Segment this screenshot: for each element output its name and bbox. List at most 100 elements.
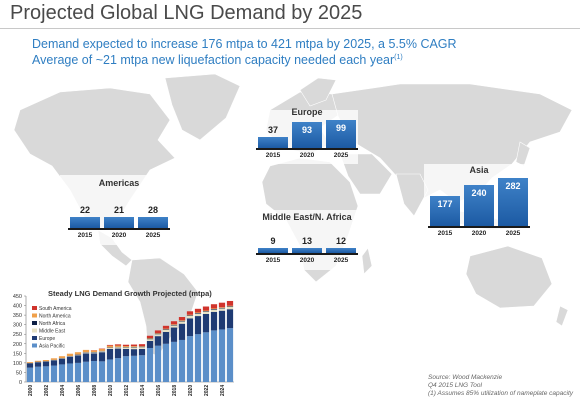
bar-middle-east-2021 [194, 313, 202, 317]
bar-asia-pacific-2000 [26, 367, 34, 382]
bar-north-africa-2014 [138, 346, 146, 348]
x-tick-label: 2000 [28, 385, 34, 396]
bar-asia-pacific-2009 [98, 361, 106, 382]
x-tick-label: 2006 [76, 385, 82, 396]
bar-south-america-2015 [146, 335, 154, 339]
bar-asia-pacific-2010 [106, 359, 114, 382]
bar-north-africa-2016 [154, 333, 162, 335]
bar-asia-pacific-2013 [130, 355, 138, 382]
region-year-middle-east-n-africa-2025: 2025 [333, 257, 349, 264]
bar-north-america-2013 [130, 346, 138, 347]
bar-north-america-2008 [90, 350, 98, 352]
region-title-middle-east-n-africa: Middle East/N. Africa [262, 212, 352, 222]
bar-europe-2023 [210, 311, 218, 331]
legend-swatch [32, 321, 37, 325]
bar-south-america-2020 [186, 311, 194, 315]
bar-asia-pacific-2011 [114, 358, 122, 382]
bar-asia-pacific-2004 [58, 364, 66, 382]
x-tick-label: 2018 [172, 385, 178, 396]
region-bar-middle-east-n-africa-2015 [258, 248, 288, 253]
region-year-europe-2025: 2025 [333, 152, 349, 159]
region-bar-europe-2025 [326, 120, 356, 148]
bar-middle-east-2018 [170, 325, 178, 328]
bar-asia-pacific-2003 [50, 365, 58, 382]
region-bar-europe-2020 [292, 121, 322, 148]
bar-asia-pacific-2014 [138, 355, 146, 382]
stacked-demand-chart: 0 50 100 150 200 250 300 350 400 450 2000 2002 2004 2… [13, 294, 234, 396]
region-year-americas-2015: 2015 [77, 232, 93, 239]
bar-north-america-2007 [82, 349, 90, 353]
bar-asia-pacific-2016 [154, 345, 162, 382]
bar-europe-2011 [114, 348, 122, 359]
bar-south-america-2022 [202, 306, 210, 311]
bar-asia-pacific-2024 [218, 329, 226, 382]
x-tick-label: 2008 [92, 385, 98, 396]
bar-asia-pacific-2019 [178, 339, 186, 382]
bar-north-america-2017 [162, 328, 170, 330]
region-value-europe-2020: 93 [301, 124, 312, 135]
bar-asia-pacific-2021 [194, 334, 202, 382]
region-year-middle-east-n-africa-2020: 2020 [299, 257, 315, 264]
footnote-marker: (1) [394, 53, 403, 61]
bar-north-africa-2018 [170, 324, 178, 326]
x-tick-label: 2010 [108, 385, 114, 396]
bar-south-america-2013 [130, 344, 138, 347]
bar-north-america-2020 [186, 314, 194, 316]
y-tick-label: 50 [16, 370, 22, 376]
bar-north-africa-2017 [162, 329, 170, 330]
y-tick-label: 150 [13, 351, 22, 357]
bar-middle-east-2022 [202, 311, 210, 314]
bar-north-america-2003 [50, 358, 58, 360]
bar-europe-2024 [218, 310, 226, 330]
region-value-europe-2025: 99 [335, 123, 346, 134]
x-tick-label: 2012 [124, 385, 130, 396]
bar-asia-pacific-2002 [42, 366, 50, 382]
region-bar-americas-2025 [138, 217, 168, 228]
region-baseline-americas [68, 228, 170, 230]
x-tick-label: 2004 [60, 385, 66, 396]
bar-middle-east-2016 [154, 334, 162, 337]
bar-south-america-2023 [210, 304, 218, 309]
bar-south-america-2025 [226, 300, 234, 306]
bar-middle-east-2025 [226, 306, 234, 310]
region-bar-asia-2025 [498, 178, 528, 226]
bar-asia-pacific-2005 [66, 363, 74, 382]
source-note: Source: Wood Mackenzie Q4 2015 LNG Tool … [428, 374, 573, 398]
bar-north-america-2021 [194, 312, 202, 314]
bar-middle-east-2008 [90, 352, 98, 354]
bar-asia-pacific-2006 [74, 362, 82, 382]
bar-europe-2005 [66, 356, 74, 364]
legend-label: Middle East [39, 329, 66, 335]
chart-title: Steady LNG Demand Growth Projected (mtpa… [48, 289, 212, 298]
bar-middle-east-2020 [186, 315, 194, 319]
bar-north-america-2024 [218, 307, 226, 308]
bar-asia-pacific-2015 [146, 347, 154, 382]
bar-europe-2016 [154, 336, 162, 346]
bar-asia-pacific-2018 [170, 341, 178, 382]
legend-swatch [32, 343, 37, 348]
bar-south-america-2016 [154, 330, 162, 334]
region-bar-asia-2015 [430, 195, 460, 226]
source-line: Source: Wood Mackenzie [428, 374, 503, 381]
bar-middle-east-2006 [74, 354, 82, 356]
legend-swatch [32, 336, 37, 340]
bar-europe-2015 [146, 340, 154, 348]
bar-middle-east-2007 [82, 352, 90, 354]
region-bar-americas-2015 [70, 217, 100, 228]
bar-north-america-2025 [226, 305, 234, 307]
bar-europe-2019 [178, 323, 186, 340]
bar-asia-pacific-2022 [202, 332, 210, 382]
bar-north-africa-2021 [194, 313, 202, 314]
bar-north-america-2000 [26, 362, 34, 364]
bar-middle-east-2011 [114, 347, 122, 349]
bar-north-africa-2015 [146, 338, 154, 340]
bar-south-america-2010 [106, 344, 114, 346]
legend-label: North America [39, 314, 71, 320]
region-bar-middle-east-n-africa-2020 [292, 248, 322, 253]
y-tick-label: 300 [13, 323, 22, 329]
bar-europe-2002 [42, 361, 50, 367]
region-value-middle-east-n-africa-2020: 13 [301, 236, 312, 246]
y-tick-label: 200 [13, 342, 22, 348]
bar-north-africa-2024 [218, 307, 226, 309]
bar-north-america-2010 [106, 345, 114, 348]
